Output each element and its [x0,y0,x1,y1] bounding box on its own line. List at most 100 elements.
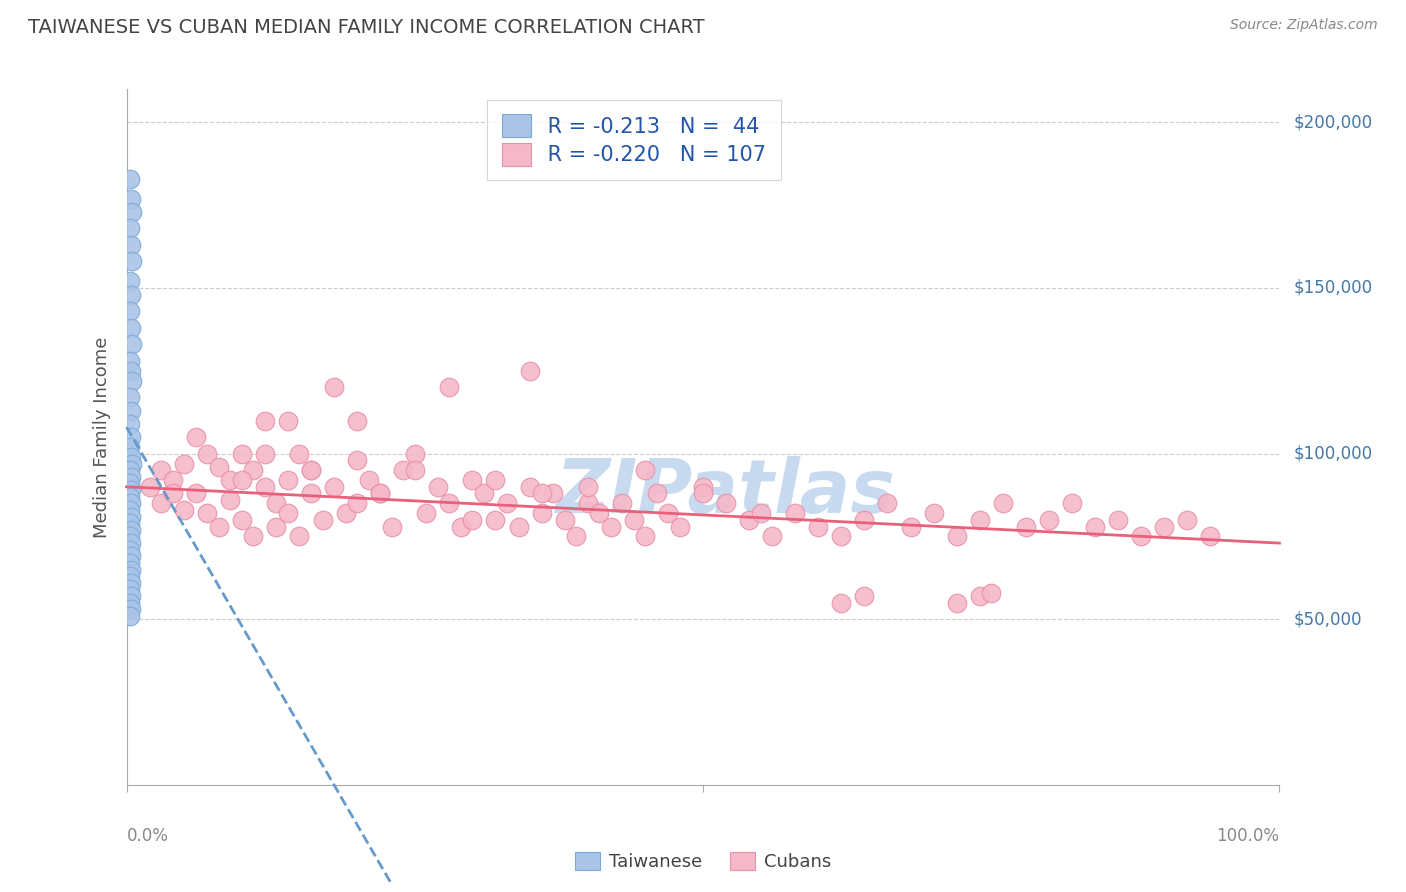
Point [288,447,311,461]
Point [1107,513,1129,527]
Point [118,516,141,531]
Point [311,513,333,527]
Point [299,463,322,477]
Point [645,486,668,500]
Point [969,589,991,603]
Point [426,480,449,494]
Point [519,364,541,378]
Point [120,320,142,334]
Text: 100.0%: 100.0% [1216,827,1279,845]
Point [368,486,391,500]
Point [541,486,564,500]
Point [657,506,679,520]
Text: $150,000: $150,000 [1294,279,1372,297]
Point [195,447,218,461]
Point [184,486,207,500]
Point [138,480,160,494]
Y-axis label: Median Family Income: Median Family Income [93,336,111,538]
Point [381,519,404,533]
Point [945,529,967,543]
Point [208,519,231,533]
Point [450,519,472,533]
Point [1130,529,1153,543]
Point [692,486,714,500]
Legend:  R = -0.213   N =  44,  R = -0.220   N = 107: R = -0.213 N = 44, R = -0.220 N = 107 [486,100,780,180]
Point [120,496,142,510]
Point [1153,519,1175,533]
Point [472,486,495,500]
Point [508,519,530,533]
Point [120,602,142,616]
Point [761,529,783,543]
Point [266,496,288,510]
Point [404,447,426,461]
Point [231,513,253,527]
Point [118,463,141,477]
Point [118,582,141,597]
Point [830,596,852,610]
Point [807,519,830,533]
Point [853,513,876,527]
Point [253,447,276,461]
Text: 0.0%: 0.0% [127,827,169,845]
Point [368,486,391,500]
Point [121,254,143,268]
Point [969,513,991,527]
Point [922,506,945,520]
Point [1199,529,1222,543]
Point [120,483,142,497]
Point [150,496,173,510]
Point [346,496,368,510]
Point [208,459,231,474]
Point [588,506,610,520]
Point [277,506,299,520]
Point [335,506,357,520]
Point [120,549,142,564]
Point [1084,519,1107,533]
Point [121,337,143,351]
Point [120,470,142,484]
Point [623,513,645,527]
Point [118,542,141,557]
Point [219,493,242,508]
Point [530,486,553,500]
Point [121,204,143,219]
Text: $100,000: $100,000 [1294,444,1372,463]
Point [118,274,141,288]
Point [120,589,142,603]
Point [738,513,761,527]
Point [404,463,426,477]
Point [980,586,1002,600]
Text: $50,000: $50,000 [1294,610,1362,628]
Point [118,354,141,368]
Point [1060,496,1083,510]
Point [415,506,437,520]
Point [118,417,141,431]
Point [599,519,621,533]
Point [195,506,218,520]
Point [118,221,141,235]
Point [118,490,141,504]
Point [565,529,588,543]
Point [118,476,141,491]
Point [120,287,142,301]
Point [121,457,143,471]
Point [120,238,142,252]
Text: TAIWANESE VS CUBAN MEDIAN FAMILY INCOME CORRELATION CHART: TAIWANESE VS CUBAN MEDIAN FAMILY INCOME … [28,18,704,37]
Point [118,609,141,624]
Point [120,450,142,464]
Point [323,480,346,494]
Point [277,473,299,487]
Point [118,390,141,404]
Point [1175,513,1198,527]
Text: ZIPatlas: ZIPatlas [555,456,896,529]
Point [118,440,141,454]
Point [121,374,143,388]
Text: Source: ZipAtlas.com: Source: ZipAtlas.com [1230,18,1378,32]
Point [554,513,576,527]
Point [392,463,415,477]
Point [162,486,184,500]
Point [242,463,264,477]
Text: $200,000: $200,000 [1294,113,1372,131]
Point [576,480,599,494]
